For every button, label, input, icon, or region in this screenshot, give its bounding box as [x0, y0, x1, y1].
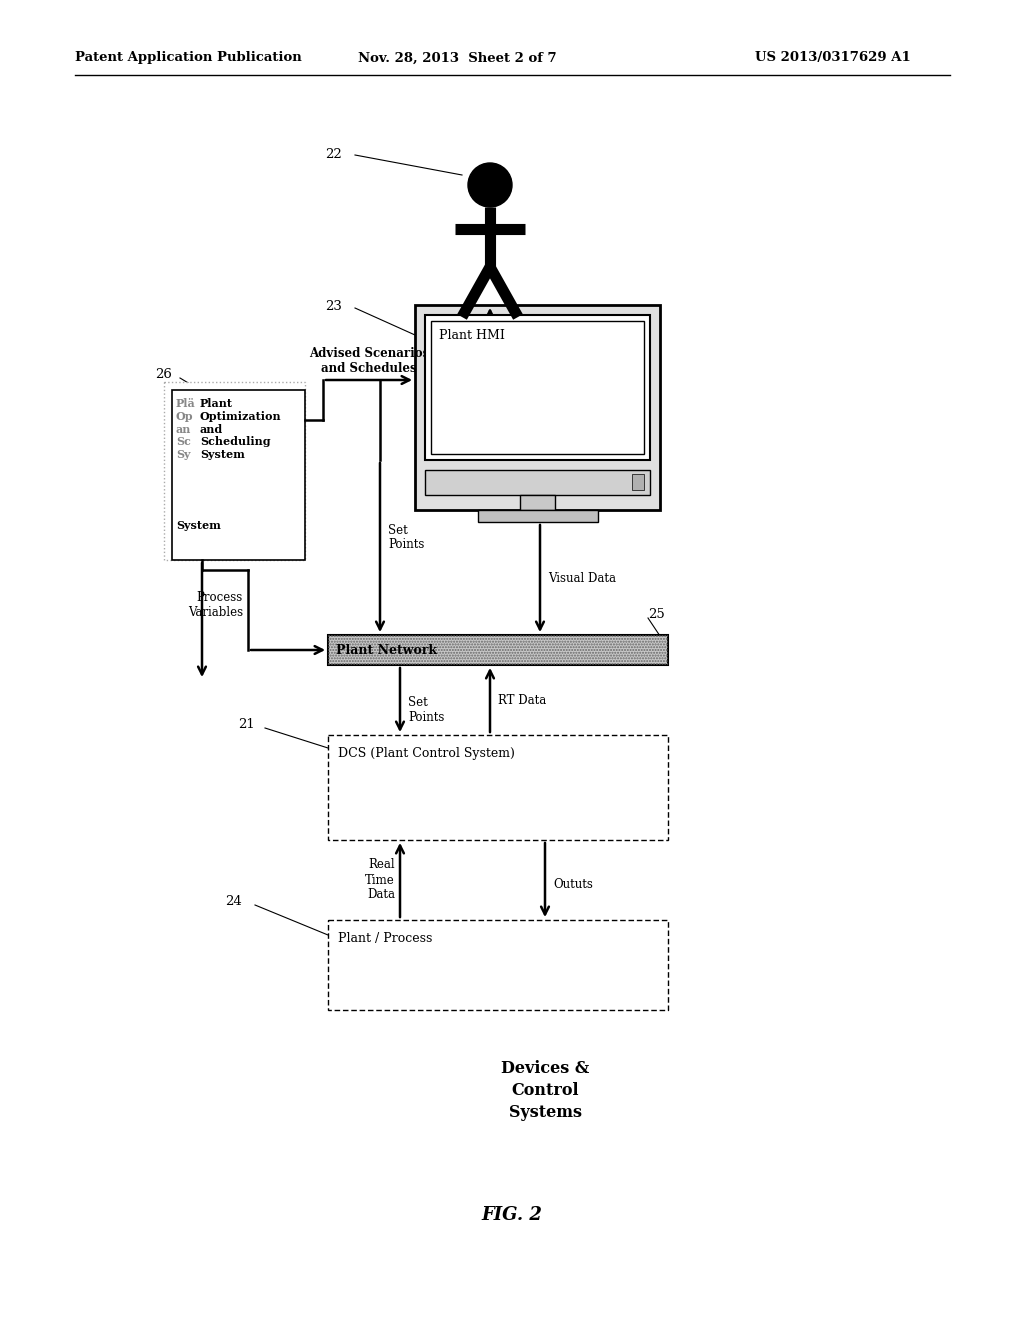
Bar — [425, 315, 650, 459]
Text: Plant / Process: Plant / Process — [338, 932, 432, 945]
Text: FIG. 2: FIG. 2 — [481, 1206, 543, 1224]
Text: Set
Points: Set Points — [408, 696, 444, 723]
Text: Real
Time
Data: Real Time Data — [366, 858, 395, 902]
Text: Set
Points: Set Points — [388, 524, 424, 552]
Text: System: System — [176, 520, 221, 531]
Text: 22: 22 — [325, 148, 342, 161]
Bar — [415, 305, 660, 510]
Bar — [172, 389, 305, 560]
Text: Devices &
Control
Systems: Devices & Control Systems — [501, 1060, 589, 1122]
Bar — [164, 381, 305, 560]
Text: Plant Network: Plant Network — [336, 644, 437, 656]
Text: DCS (Plant Control System): DCS (Plant Control System) — [338, 747, 515, 760]
Text: Operator: Operator — [458, 327, 522, 341]
Text: Plä
Op
an
Sc
Sy: Plä Op an Sc Sy — [176, 399, 196, 461]
Bar — [632, 474, 644, 490]
Bar — [328, 735, 668, 840]
Text: 23: 23 — [325, 300, 342, 313]
Text: 25: 25 — [648, 609, 665, 620]
Text: Plant
Optimization
and
Scheduling
System: Plant Optimization and Scheduling System — [200, 399, 282, 461]
Text: Visual Data: Visual Data — [548, 572, 616, 585]
Bar — [328, 920, 668, 1010]
Bar — [328, 635, 668, 665]
Bar — [425, 470, 650, 495]
Text: RT Data: RT Data — [498, 693, 546, 706]
Text: Plant HMI: Plant HMI — [439, 329, 505, 342]
Bar — [477, 510, 597, 521]
Text: 21: 21 — [238, 718, 255, 731]
Bar — [431, 321, 644, 454]
Circle shape — [468, 162, 512, 207]
Text: Oututs: Oututs — [553, 879, 593, 891]
Text: 26: 26 — [155, 368, 172, 381]
Text: Nov. 28, 2013  Sheet 2 of 7: Nov. 28, 2013 Sheet 2 of 7 — [358, 51, 557, 65]
Text: 24: 24 — [225, 895, 242, 908]
Text: Patent Application Publication: Patent Application Publication — [75, 51, 302, 65]
Text: US 2013/0317629 A1: US 2013/0317629 A1 — [755, 51, 910, 65]
Bar — [328, 635, 668, 665]
Text: Advised Scenarios
and Schedules: Advised Scenarios and Schedules — [309, 347, 429, 375]
Bar — [520, 495, 555, 510]
Text: Process
Variables: Process Variables — [187, 591, 243, 619]
